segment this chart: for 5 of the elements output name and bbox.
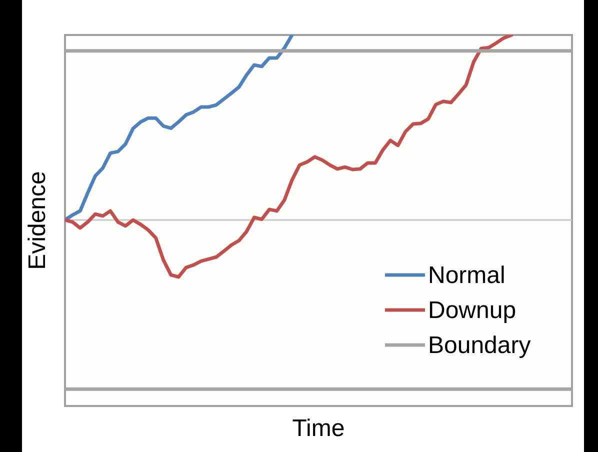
legend-label: Downup — [428, 297, 516, 324]
legend-label: Boundary — [428, 332, 531, 359]
y-axis-title: Evidence — [24, 171, 51, 270]
legend-label: Normal — [428, 262, 506, 289]
x-axis-title: Time — [292, 415, 345, 442]
